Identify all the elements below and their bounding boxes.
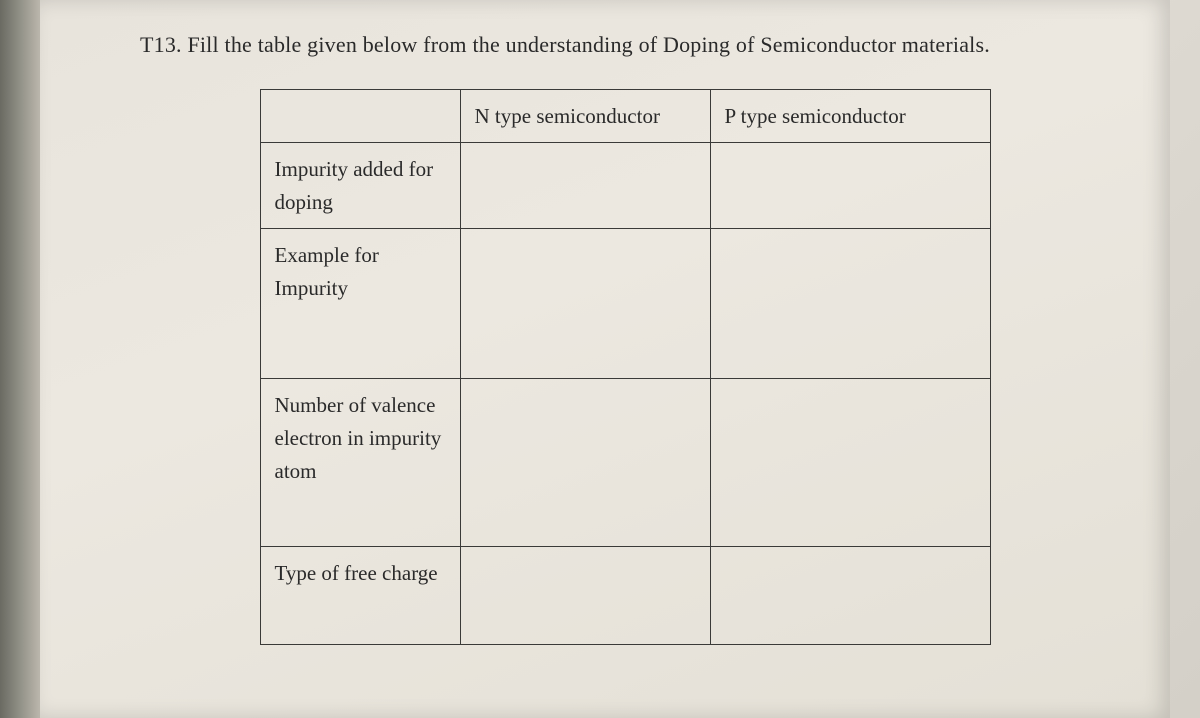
header-p-type: P type semiconductor [710,89,990,143]
table-row: Type of free charge [260,547,990,645]
row-label-free-charge: Type of free charge [260,547,460,645]
cell-p-valence [710,379,990,547]
worksheet-page: T13. Fill the table given below from the… [40,0,1170,718]
semiconductor-table: N type semiconductor P type semiconducto… [260,89,991,646]
table-row: Number of valence electron in impurity a… [260,379,990,547]
row-label-impurity-added: Impurity added for doping [260,143,460,229]
question-heading: T13. Fill the table given below from the… [140,30,1110,61]
cell-p-impurity-added [710,143,990,229]
table-row: Impurity added for doping [260,143,990,229]
cell-n-valence [460,379,710,547]
row-label-example: Example for Impurity [260,229,460,379]
table-row: Example for Impurity [260,229,990,379]
table-header-row: N type semiconductor P type semiconducto… [260,89,990,143]
cell-n-impurity-added [460,143,710,229]
cell-p-free-charge [710,547,990,645]
table-container: N type semiconductor P type semiconducto… [140,89,1110,646]
cell-p-example [710,229,990,379]
header-n-type: N type semiconductor [460,89,710,143]
header-blank [260,89,460,143]
cell-n-example [460,229,710,379]
row-label-valence: Number of valence electron in impurity a… [260,379,460,547]
cell-n-free-charge [460,547,710,645]
